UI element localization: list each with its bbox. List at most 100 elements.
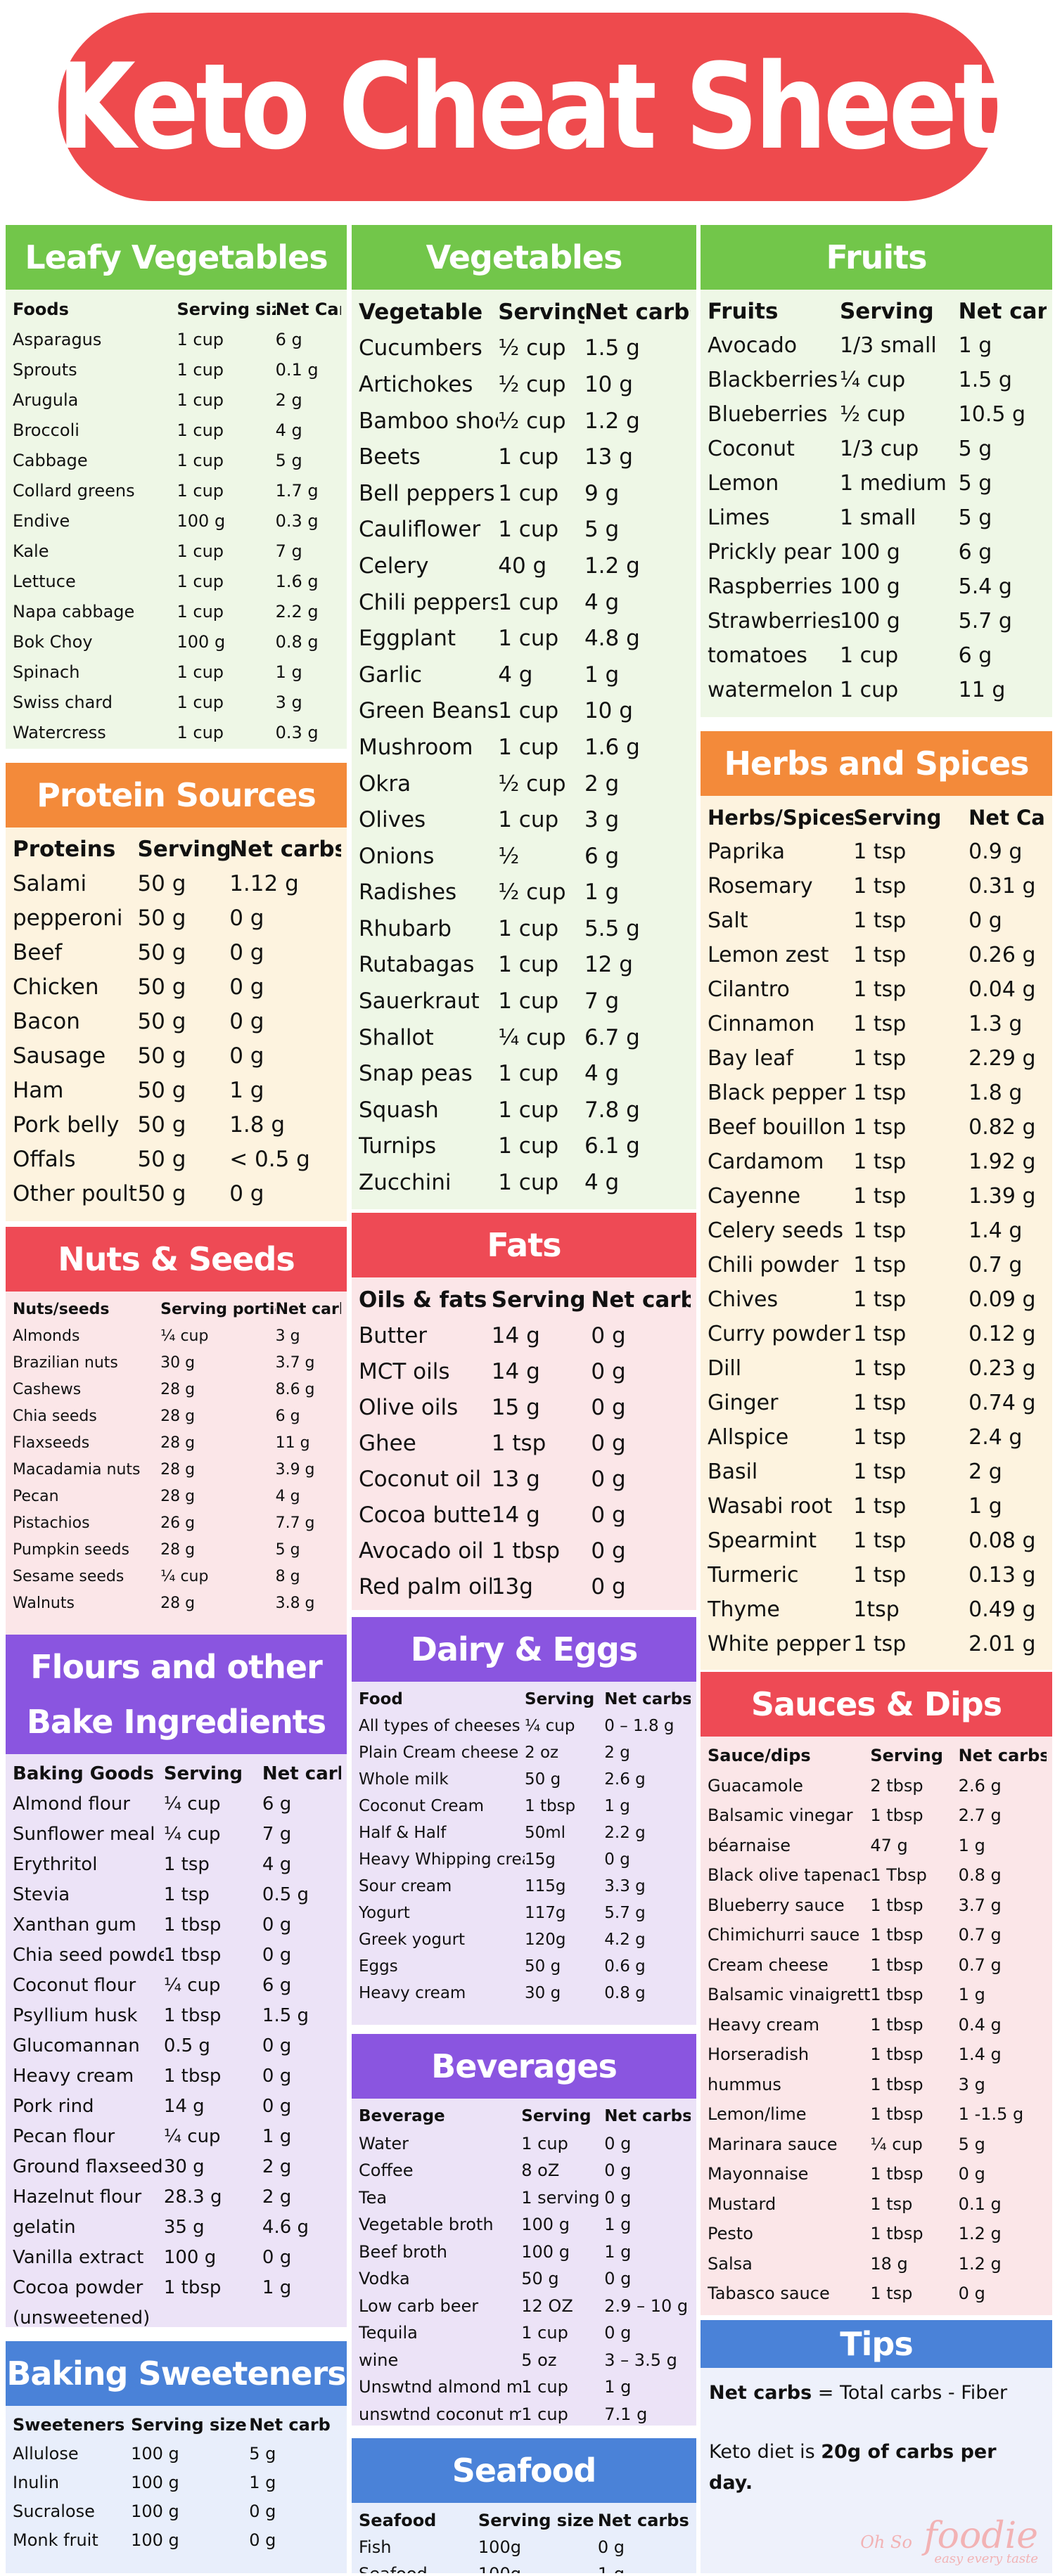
- fruits-cell: watermelon: [708, 678, 833, 702]
- protein-row: Offals 50 g < 0.5 g: [13, 1142, 341, 1176]
- flours-cell: 0 g: [262, 1914, 292, 1936]
- beverages-row: Unswtnd almond milk1 cup 1 g: [359, 2374, 691, 2401]
- dairy-table: Food Serving Net carbs All types of cheeses…: [359, 1686, 691, 2007]
- flours-cell: 1 tsp: [163, 1883, 210, 1905]
- herbs-row: Basil 1 tsp 2 g: [708, 1455, 1047, 1489]
- leafy-cell: 1 g: [275, 662, 302, 682]
- nuts-row: Pistachios 26 g 7.7 g: [13, 1509, 341, 1536]
- vegetables-cell: 10 g: [584, 371, 633, 397]
- sauces-cell: Guacamole: [708, 1775, 803, 1796]
- nuts-row: Flaxseeds 28 g 11 g: [13, 1429, 341, 1456]
- beverages-table: Beverage Serving Net carbs Water 1 cup 0 g Cof…: [359, 2103, 691, 2426]
- sauces-cell: Balsamic vinaigrette: [708, 1985, 871, 2005]
- fats-row: Avocado oil 1 tbsp 0 g: [359, 1533, 691, 1569]
- herbs-cell: White pepper: [708, 1632, 851, 1656]
- leafy-cell: 1 cup: [177, 359, 224, 380]
- tip-daily-limit: Keto diet is 20g of carbs per day.: [709, 2437, 1044, 2499]
- nuts-cell: 3.7 g: [275, 1353, 315, 1372]
- fruits-row: Strawberries 100 g 5.7 g: [708, 604, 1047, 638]
- vegetables-cell: Radishes: [359, 880, 457, 906]
- vegetables-cell: Okra: [359, 771, 411, 797]
- vegetables-cell: 6.1 g: [584, 1133, 640, 1159]
- herbs-cell: 1 tsp: [853, 839, 907, 864]
- fruits-column-header: Fruits: [708, 298, 779, 324]
- protein-row: Chicken 50 g 0 g: [13, 970, 341, 1004]
- leafy-row: Bok Choy 100 g 0.8 g: [13, 626, 341, 657]
- dairy-row: Half & Half 50ml 2.2 g: [359, 1820, 691, 1846]
- flours-cell: 4 g: [262, 1853, 292, 1875]
- seafood-title: Seafood: [452, 2452, 597, 2490]
- dairy-row: Heavy cream 30 g 0.8 g: [359, 1980, 691, 2007]
- vegetables-cell: Artichokes: [359, 371, 473, 397]
- seafood-cell: Seafood: [359, 2561, 478, 2573]
- fats-row: Red palm oil 13g 0 g: [359, 1569, 691, 1604]
- leafy-row: Arugula 1 cup 2 g: [13, 385, 341, 415]
- herbs-cell: 2.01 g: [968, 1632, 1036, 1656]
- vegetables-row: Okra ½ cup 2 g: [359, 766, 691, 802]
- vegetables-cell: 1 cup: [498, 1097, 559, 1123]
- leafy-column-header: Net Carbs: [275, 299, 341, 319]
- herbs-cell: 1 tsp: [853, 1460, 907, 1484]
- brand-logo-name: foodie: [923, 2515, 1038, 2557]
- seafood-column-header: Serving size: [478, 2511, 594, 2530]
- protein-panel: Protein Sources Proteins Serving Net carbs S…: [6, 763, 347, 1221]
- vegetables-cell: 13 g: [584, 444, 633, 470]
- dairy-cell: 2 g: [604, 1744, 630, 1762]
- herbs-cell: 1 tsp: [853, 1184, 907, 1209]
- fruits-column-header: Serving: [839, 298, 934, 324]
- flours-row: Vanilla extract 100 g 0 g: [13, 2242, 341, 2272]
- dairy-cell: 0.8 g: [604, 1984, 646, 2002]
- dairy-row: All types of cheeses ¼ cup 0 – 1.8 g: [359, 1713, 691, 1739]
- protein-cell: pepperoni: [13, 905, 123, 931]
- herbs-row: Turmeric 1 tsp 0.13 g: [708, 1558, 1047, 1592]
- vegetables-column-header: Net carbs: [584, 299, 691, 325]
- fruits-cell: 5 g: [958, 471, 992, 496]
- flours-cell: 1 tbsp: [163, 2065, 222, 2087]
- sauces-row: Tabasco sauce 1 tsp 0 g: [708, 2279, 1047, 2309]
- flours-cell: 1 tbsp: [163, 1944, 222, 1966]
- herbs-cell: Cilantro: [708, 977, 790, 1002]
- flours-row: Pork rind 14 g 0 g: [13, 2091, 341, 2121]
- beverages-cell: Low carb beer: [359, 2295, 479, 2316]
- vegetables-cell: Garlic: [359, 662, 423, 688]
- leafy-cell: 1 cup: [177, 389, 224, 410]
- sauces-table: Sauce/dips Serving Net carbs Guacamole 2 tbs…: [708, 1741, 1047, 2309]
- nuts-cell: 6 g: [275, 1407, 300, 1425]
- flours-cell: 35 g: [163, 2216, 205, 2238]
- sauces-cell: 0 g: [958, 2164, 985, 2184]
- herbs-row: Dill 1 tsp 0.23 g: [708, 1351, 1047, 1386]
- vegetables-cell: 1 cup: [498, 698, 559, 724]
- fats-row: Olive oils 15 g 0 g: [359, 1389, 691, 1425]
- beverages-cell: Unswtnd almond milk: [359, 2377, 522, 2397]
- dairy-cell: 117g: [525, 1904, 566, 1922]
- nuts-cell: Pistachios: [13, 1514, 90, 1532]
- beverages-cell: Tequila: [359, 2323, 418, 2343]
- fruits-cell: Coconut: [708, 437, 795, 461]
- flours-row: Glucomannan 0.5 g 0 g: [13, 2030, 341, 2061]
- flours-cell: 14 g: [163, 2095, 205, 2117]
- fruits-cell: 1 medium: [839, 471, 947, 496]
- beverages-row: Low carb beer 12 OZ 2.9 – 10 g: [359, 2293, 691, 2320]
- dairy-panel: Dairy & Eggs Food Serving Net carbs All type…: [352, 1617, 696, 2025]
- herbs-row: Beef bouillon 1 tsp 0.82 g: [708, 1110, 1047, 1145]
- sauces-cell: 1 tbsp: [870, 1985, 923, 2005]
- nuts-row: Cashews 28 g 8.6 g: [13, 1376, 341, 1403]
- flours-cell: Almond flour: [13, 1793, 130, 1815]
- leafy-cell: 1 cup: [177, 692, 224, 712]
- dairy-cell: 2.6 g: [604, 1770, 646, 1789]
- vegetables-cell: Turnips: [359, 1133, 437, 1159]
- protein-cell: 0 g: [229, 905, 264, 931]
- herbs-cell: 1 tsp: [853, 1632, 907, 1656]
- tips-title: Tips: [840, 2325, 913, 2363]
- vegetables-cell: Bamboo shoots: [359, 408, 498, 434]
- dairy-cell: All types of cheeses: [359, 1717, 520, 1735]
- nuts-row: Pecan 28 g 4 g: [13, 1483, 341, 1509]
- vegetables-cell: 1 cup: [498, 626, 559, 652]
- sauces-row: hummus 1 tbsp 3 g: [708, 2070, 1047, 2100]
- dairy-cell: Coconut Cream: [359, 1797, 484, 1815]
- dairy-cell: Sour cream: [359, 1877, 452, 1895]
- herbs-cell: 1.4 g: [968, 1218, 1023, 1243]
- beverages-row: Vegetable broth 100 g 1 g: [359, 2211, 691, 2239]
- nuts-cell: 28 g: [160, 1460, 196, 1479]
- dairy-cell: Whole milk: [359, 1770, 449, 1789]
